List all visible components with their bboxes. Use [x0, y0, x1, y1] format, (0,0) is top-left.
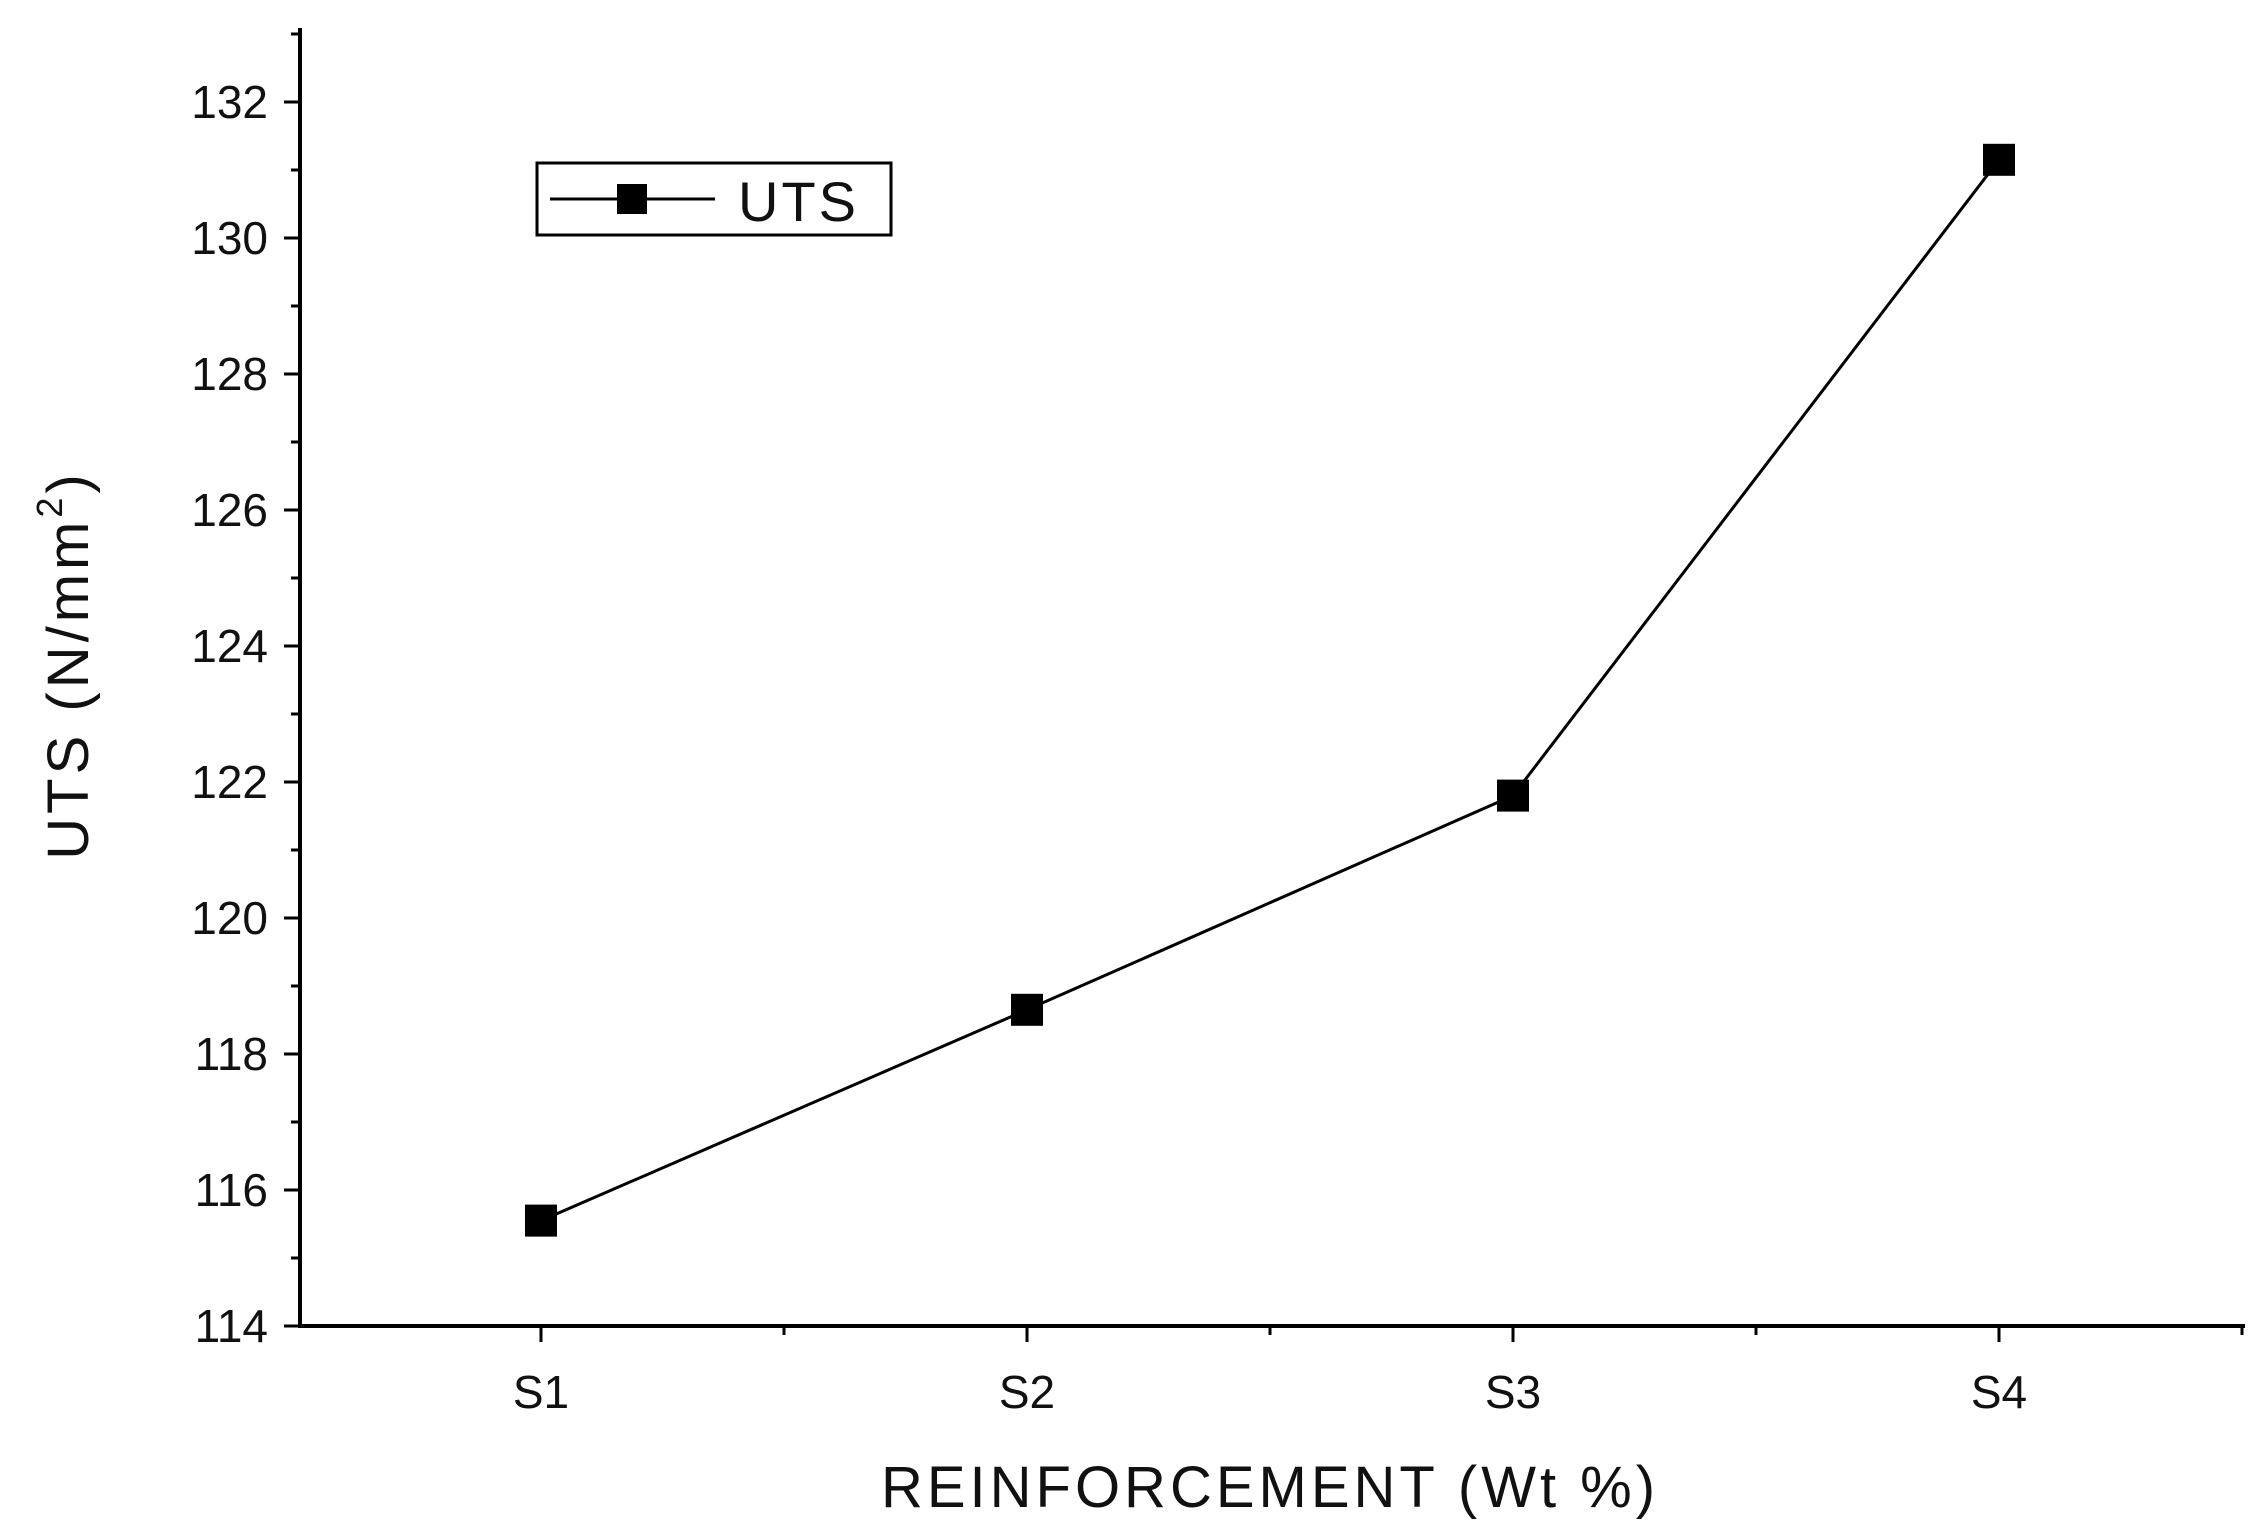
y-tick-label-124: 124: [191, 620, 268, 672]
x-ticks: S1 S2 S3 S4: [513, 1326, 2244, 1418]
y-axis-title-sup: 2: [29, 494, 70, 518]
x-tick-label-S4: S4: [1971, 1366, 2027, 1418]
x-axis-title: REINFORCEMENT (Wt %): [881, 1455, 1659, 1520]
data-point-S1: [525, 1204, 557, 1237]
y-tick-label-132: 132: [191, 76, 268, 128]
y-tick-label-122: 122: [191, 756, 268, 808]
data-point-S4: [1983, 143, 2015, 176]
data-point-S2: [1011, 993, 1043, 1026]
y-tick-label-118: 118: [195, 1028, 268, 1080]
legend: UTS: [535, 161, 893, 237]
legend-marker: [617, 184, 647, 214]
x-tick-label-S2: S2: [999, 1366, 1055, 1418]
legend-label: UTS: [738, 170, 859, 233]
x-tick-label-S1: S1: [513, 1366, 569, 1418]
y-tick-label-130: 130: [191, 212, 268, 264]
data-point-S3: [1497, 779, 1529, 812]
y-axis-title: UTS (N/mm2): [29, 470, 101, 859]
y-tick-label-128: 128: [191, 348, 268, 400]
y-axis-title-main: UTS (N/mm: [36, 518, 101, 860]
y-axis-title-close: ): [36, 470, 101, 493]
y-tick-label-116: 116: [195, 1164, 268, 1216]
series-line-UTS: [540, 158, 2001, 1222]
y-tick-label-114: 114: [195, 1300, 268, 1352]
series-uts: [525, 143, 2015, 1237]
y-tick-label-120: 120: [191, 892, 268, 944]
y-tick-label-126: 126: [191, 484, 268, 536]
x-tick-label-S3: S3: [1485, 1366, 1541, 1418]
y-ticks: 114 116 118 120 122 124 126 128 130 132: [191, 32, 300, 1352]
